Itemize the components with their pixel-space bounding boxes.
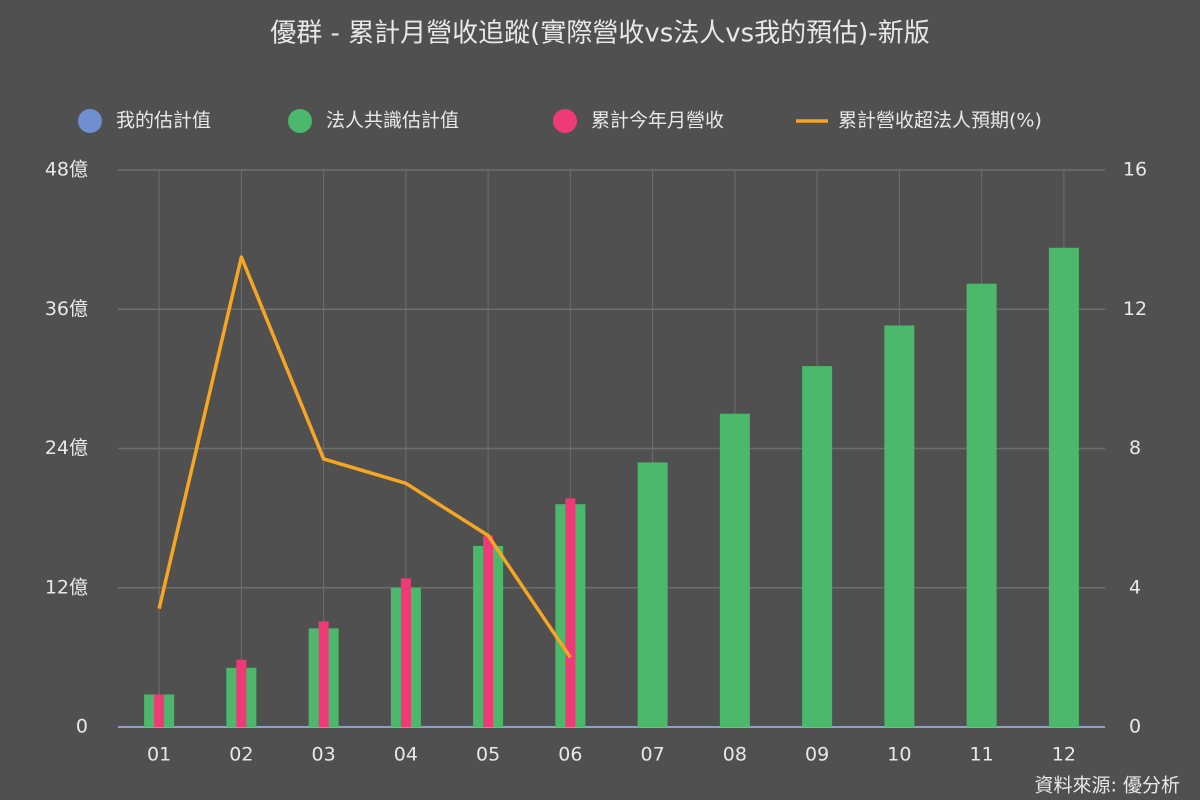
- y-tick-label: 12億: [45, 576, 88, 598]
- x-tick-label: 09: [805, 744, 829, 766]
- bar: [966, 283, 997, 727]
- bar: [400, 578, 411, 727]
- y-tick-label: 24億: [45, 437, 88, 459]
- x-tick-label: 12: [1052, 744, 1076, 766]
- bar: [719, 413, 750, 727]
- y2-tick-label: 12: [1123, 298, 1147, 320]
- x-tick-label: 06: [558, 744, 582, 766]
- chart-title: 優群 - 累計月營收追蹤(實際營收vs法人vs我的預估)-新版: [270, 19, 929, 49]
- legend-label: 累計今年月營收: [591, 110, 724, 132]
- x-tick-label: 07: [641, 744, 665, 766]
- x-tick-label: 02: [229, 744, 253, 766]
- bar: [154, 694, 165, 727]
- legend-label: 累計營收超法人預期(%): [838, 110, 1042, 132]
- legend-label: 法人共識估計值: [326, 110, 459, 132]
- line: [157, 255, 572, 659]
- y2-tick-label: 0: [1129, 716, 1141, 738]
- x-tick-label: 11: [970, 744, 994, 766]
- legend-swatch: [78, 109, 102, 133]
- bar: [637, 462, 668, 727]
- x-tick-label: 08: [723, 744, 747, 766]
- bar: [1048, 247, 1079, 727]
- bar: [884, 325, 915, 727]
- x-tick-label: 10: [887, 744, 911, 766]
- y-tick-label: 36億: [45, 298, 88, 320]
- y2-tick-label: 4: [1129, 576, 1141, 598]
- x-tick-label: 05: [476, 744, 500, 766]
- x-tick-label: 04: [394, 744, 418, 766]
- bar: [565, 498, 576, 727]
- bar: [236, 659, 247, 727]
- bar: [483, 535, 494, 727]
- y-tick-label: 48億: [45, 159, 88, 181]
- x-tick-label: 01: [147, 744, 171, 766]
- x-tick-label: 03: [312, 744, 336, 766]
- source: 資料來源: 優分析: [1035, 775, 1180, 797]
- bar: [802, 366, 833, 727]
- y2-tick-label: 8: [1129, 437, 1141, 459]
- y2-tick-label: 16: [1123, 159, 1147, 181]
- bar: [318, 621, 329, 727]
- legend-swatch: [288, 109, 312, 133]
- y-tick-label: 0: [76, 716, 88, 738]
- legend-swatch: [553, 109, 577, 133]
- legend-label: 我的估計值: [116, 110, 211, 132]
